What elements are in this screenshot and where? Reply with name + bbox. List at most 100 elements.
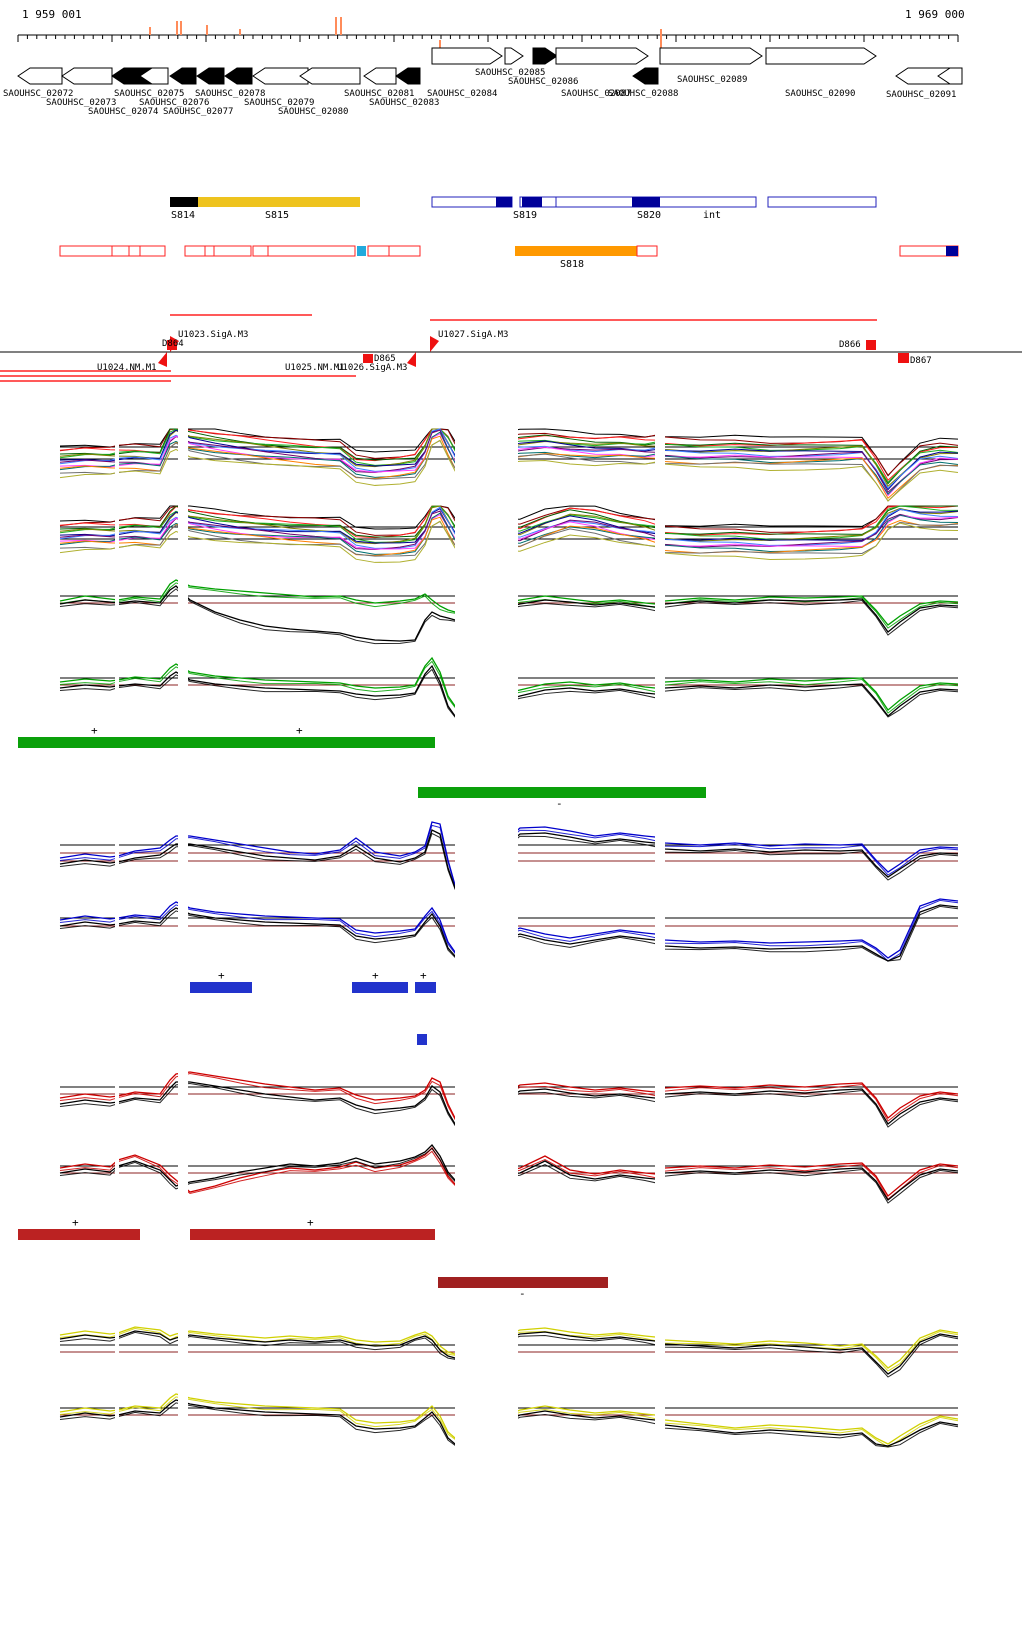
gene-label: SAOUHSC_02075: [114, 89, 184, 99]
tiling-array-box: [515, 246, 637, 256]
panel-gap-mask: [655, 1383, 665, 1448]
panel-gap-mask: [178, 1383, 188, 1448]
transcript-box: [198, 197, 360, 207]
strand-coverage-bar: [190, 1229, 435, 1240]
panel-gap-mask: [655, 575, 665, 652]
promoter-label: D867: [910, 356, 932, 366]
panel-gap-mask: [115, 1143, 119, 1207]
terminator-box: [363, 354, 373, 363]
strand-sign-label: +: [91, 724, 98, 737]
promoter-label: U1023.SigA.M3: [178, 330, 248, 340]
tiling-array-box: [636, 245, 658, 257]
panel-gap-mask: [455, 1143, 518, 1207]
promoter-label: U1025.NM.M1: [285, 363, 345, 373]
gene-label: SAOUHSC_02074: [88, 107, 158, 117]
ruler-left-coordinate: 1 959 001: [22, 8, 82, 21]
gene-arrow: [61, 67, 113, 85]
gene-label: SAOUHSC_02090: [785, 89, 855, 99]
transcript-box: [767, 196, 877, 208]
panel-gap-mask: [178, 818, 188, 890]
gene-label: SAOUHSC_02085: [475, 68, 545, 78]
panel-gap-mask: [115, 1383, 119, 1448]
gene-label: SAOUHSC_02086: [508, 77, 578, 87]
strand-coverage-bar: [190, 982, 252, 993]
tiling-array-label: S818: [560, 259, 584, 270]
strand-coverage-bar: [352, 982, 408, 993]
transcript-label: S820: [637, 210, 661, 221]
gene-arrow: [224, 67, 253, 85]
gene-label: SAOUHSC_02079: [244, 98, 314, 108]
transcript-box: [170, 197, 198, 207]
gene-arrow: [169, 67, 197, 85]
tiling-array-box: [252, 245, 356, 257]
promoter-flag: [158, 352, 167, 367]
panel-gap-mask: [655, 428, 665, 502]
gene-label: SAOUHSC_02073: [46, 98, 116, 108]
promoter-label: U1024.NM.M1: [97, 363, 157, 373]
gene-arrow: [504, 47, 524, 65]
panel-gap-mask: [655, 818, 665, 890]
gene-arrow: [937, 67, 963, 85]
transcript-box-segment: [632, 197, 660, 207]
panel-gap-mask: [455, 818, 518, 890]
gene-label: SAOUHSC_02078: [195, 89, 265, 99]
ruler-right-coordinate: 1 969 000: [905, 8, 965, 21]
gene-label: SAOUHSC_02081: [344, 89, 414, 99]
strand-coverage-bar: [418, 787, 706, 798]
gene-arrow: [659, 47, 763, 65]
panel-gap-mask: [655, 893, 665, 962]
transcript-label: S814: [171, 210, 195, 221]
promoter-label: D866: [839, 340, 861, 350]
panel-gap-mask: [178, 575, 188, 652]
panel-gap-mask: [455, 1383, 518, 1448]
panel-gap-mask: [178, 505, 188, 571]
promoter-flag: [407, 352, 416, 367]
gene-label: SAOUHSC_02080: [278, 107, 348, 117]
strand-sign-label: -: [556, 797, 563, 810]
promoter-label: U1026.SigA.M3: [337, 363, 407, 373]
panel-gap-mask: [115, 1063, 119, 1135]
gene-arrow: [139, 67, 169, 85]
gene-arrow: [532, 47, 558, 65]
panel-gap-mask: [178, 1063, 188, 1135]
panel-gap-mask: [115, 575, 119, 652]
panel-gap-mask: [455, 655, 518, 718]
gene-arrow: [555, 47, 649, 65]
promoter-label: D865: [374, 354, 396, 364]
panel-gap-mask: [178, 428, 188, 502]
panel-gap-mask: [655, 655, 665, 718]
panel-gap-mask: [115, 1322, 119, 1378]
strand-sign-label: -: [519, 1287, 526, 1300]
panel-gap-mask: [178, 655, 188, 718]
panel-gap-mask: [455, 893, 518, 962]
gene-label: SAOUHSC_02076: [139, 98, 209, 108]
gene-label: SAOUHSC_02077: [163, 107, 233, 117]
panel-gap-mask: [655, 1063, 665, 1135]
gene-arrow: [395, 67, 421, 85]
strand-coverage-bar: [417, 1034, 427, 1045]
strand-coverage-bar: [18, 1229, 140, 1240]
strand-coverage-bar: [18, 737, 435, 748]
panel-gap-mask: [115, 655, 119, 718]
panel-gap-mask: [655, 1322, 665, 1378]
panel-gap-mask: [115, 818, 119, 890]
panel-gap-mask: [115, 428, 119, 502]
gene-label: SAOUHSC_02083: [369, 98, 439, 108]
promoter-label: D864: [162, 339, 184, 349]
promoter-label: U1027.SigA.M3: [438, 330, 508, 340]
transcript-box-segment: [496, 197, 512, 207]
panel-gap-mask: [178, 1143, 188, 1207]
gene-arrow: [196, 67, 225, 85]
panel-gap-mask: [455, 575, 518, 652]
terminator-box: [866, 340, 876, 350]
strand-coverage-bar: [438, 1277, 608, 1288]
strand-sign-label: +: [72, 1216, 79, 1229]
tiling-array-box: [357, 246, 366, 256]
tiling-array-box: [367, 245, 421, 257]
gene-label: SAOUHSC_02084: [427, 89, 497, 99]
promoter-flag: [430, 336, 439, 352]
panel-gap-mask: [455, 1322, 518, 1378]
panel-gap-mask: [655, 1143, 665, 1207]
